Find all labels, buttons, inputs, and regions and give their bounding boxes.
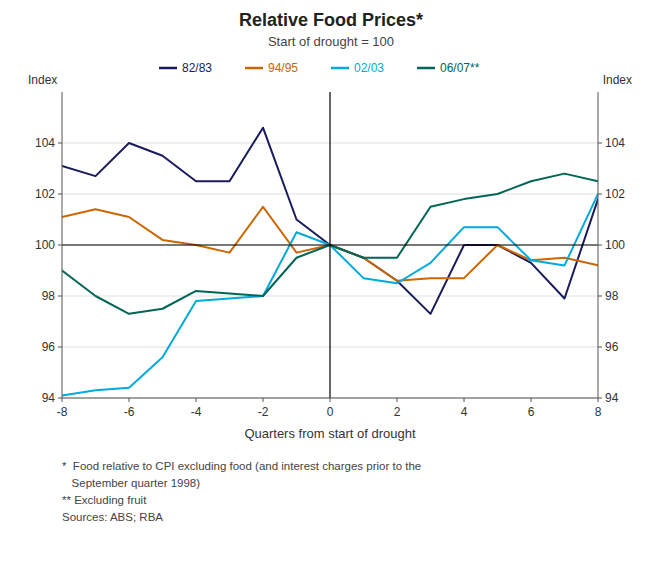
y2-tick-label: 98	[605, 289, 619, 303]
chart: Relative Food Prices* Start of drought = …	[0, 0, 662, 582]
footnote: * Food relative to CPI excluding food (a…	[62, 460, 421, 472]
axes: -8-6-4-202468949698100102104949698100102…	[35, 92, 625, 419]
title: Relative Food Prices*	[239, 10, 423, 30]
y-tick-label: 94	[42, 391, 56, 405]
footnotes: * Food relative to CPI excluding food (a…	[62, 460, 421, 523]
x-tick-label: -4	[191, 405, 202, 419]
legend-entry: 94/95	[268, 61, 298, 75]
x-tick-label: 4	[461, 405, 468, 419]
y2-axis-label: Index	[603, 73, 632, 87]
footnote: Sources: ABS; RBA	[62, 511, 163, 523]
y-tick-label: 98	[42, 289, 56, 303]
x-tick-label: -6	[124, 405, 135, 419]
y-tick	[58, 296, 62, 297]
x-tick	[196, 398, 197, 402]
y-tick-label: 100	[35, 238, 55, 252]
x-axis-label: Quarters from start of drought	[244, 426, 416, 441]
legend-entry: 82/83	[182, 61, 212, 75]
footnote: September quarter 1998)	[62, 477, 200, 489]
y2-tick	[598, 245, 602, 246]
y2-tick-label: 102	[605, 187, 625, 201]
y2-tick-label: 104	[605, 136, 625, 150]
reference-vline	[329, 92, 330, 398]
x-tick-label: 2	[394, 405, 401, 419]
x-tick-label: 8	[595, 405, 602, 419]
y-tick	[58, 245, 62, 246]
x-tick	[531, 398, 532, 402]
x-tick	[62, 398, 63, 402]
x-tick	[464, 398, 465, 402]
legend-entry: 02/03	[354, 61, 384, 75]
legend-swatch	[159, 67, 177, 70]
y2-tick-label: 94	[605, 391, 619, 405]
x-tick	[129, 398, 130, 402]
y2-tick	[598, 194, 602, 195]
x-tick-label: -2	[258, 405, 269, 419]
x-tick-label: -8	[57, 405, 68, 419]
legend-swatch	[245, 67, 263, 70]
y-tick	[58, 194, 62, 195]
y-tick	[58, 347, 62, 348]
x-tick	[263, 398, 264, 402]
legend-swatch	[417, 67, 435, 70]
y2-tick	[598, 347, 602, 348]
x-tick	[598, 398, 599, 402]
legend: 82/83 94/95 02/03 06/07**	[159, 61, 480, 75]
footnote: ** Excluding fruit	[62, 494, 147, 506]
y-tick-label: 102	[35, 187, 55, 201]
x-tick	[397, 398, 398, 402]
lines	[62, 92, 598, 398]
legend-entry: 06/07**	[440, 61, 480, 75]
y-tick	[58, 398, 62, 399]
legend-swatch	[331, 67, 349, 70]
y2-tick-label: 100	[605, 238, 625, 252]
x-tick	[330, 398, 331, 402]
subtitle: Start of drought = 100	[268, 34, 394, 49]
x-tick-label: 6	[528, 405, 535, 419]
y2-tick	[598, 296, 602, 297]
y-axis-label: Index	[28, 73, 57, 87]
y-tick-label: 104	[35, 136, 55, 150]
y2-tick-label: 96	[605, 340, 619, 354]
x-tick-label: 0	[327, 405, 334, 419]
y2-tick	[598, 398, 602, 399]
y2-tick	[598, 143, 602, 144]
y-tick-label: 96	[42, 340, 56, 354]
y-tick	[58, 143, 62, 144]
